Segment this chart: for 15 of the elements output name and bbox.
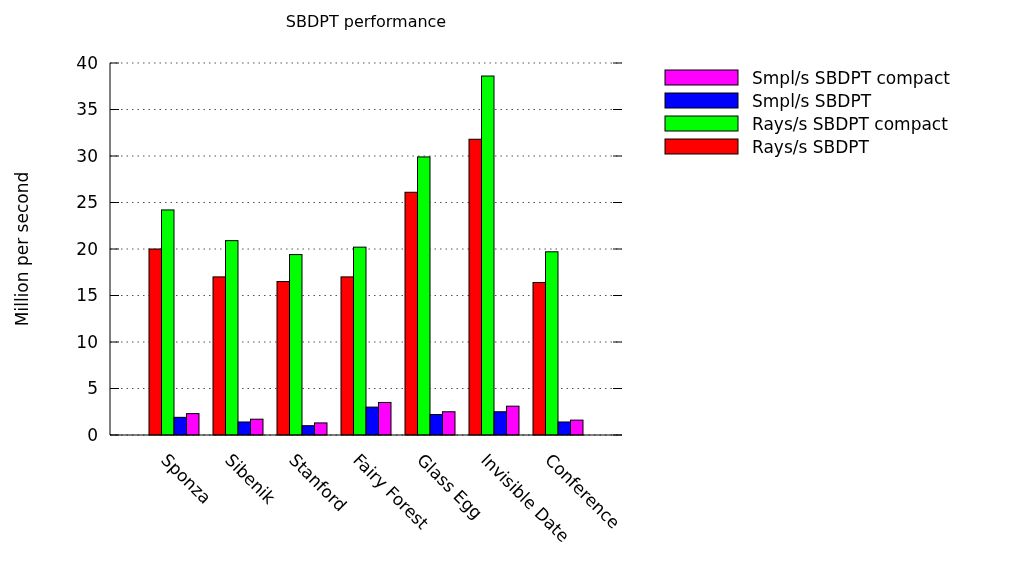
y-axis-title: Million per second [12, 171, 32, 327]
y-tick-label: 10 [76, 331, 98, 352]
legend-label: Rays/s SBDPT [752, 136, 870, 157]
y-tick-label: 5 [87, 378, 98, 399]
legend-label: Rays/s SBDPT compact [752, 113, 949, 134]
y-tick-label: 15 [76, 285, 98, 306]
chart-title: SBDPT performance [285, 12, 447, 31]
y-tick-label: 35 [76, 99, 98, 120]
y-tick-label: 30 [76, 145, 98, 166]
legend-label: Smpl/s SBDPT compact [752, 67, 951, 88]
y-tick-label: 0 [87, 424, 98, 445]
y-tick-label: 25 [76, 192, 98, 213]
y-tick-label: 20 [76, 238, 98, 259]
legend-label: Smpl/s SBDPT [752, 90, 872, 111]
y-tick-label: 40 [76, 52, 98, 73]
